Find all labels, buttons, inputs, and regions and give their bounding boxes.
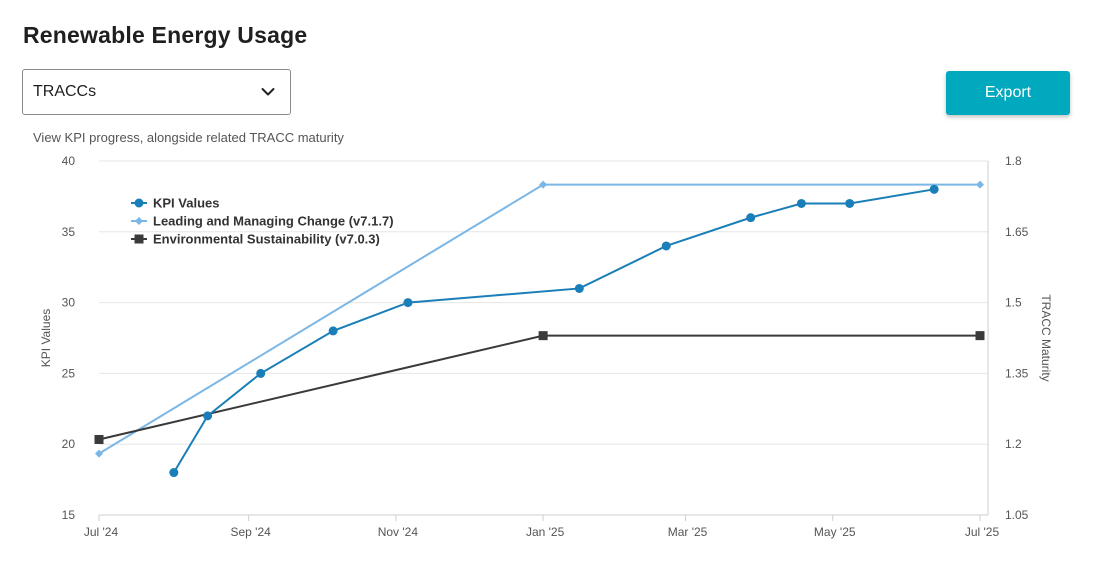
tracc-dropdown[interactable]: TRACCs <box>22 69 291 115</box>
kpi-values-point <box>661 241 671 251</box>
y-tick-label: 15 <box>62 508 76 522</box>
series-kpi-values <box>169 184 939 478</box>
legend-item-kpi-values: KPI Values <box>131 196 219 211</box>
y2-tick-label: 1.35 <box>1005 366 1029 380</box>
y-tick-label: 40 <box>62 154 76 168</box>
page-title: Renewable Energy Usage <box>23 22 308 48</box>
x-tick-label: Jul '25 <box>965 525 1000 539</box>
legend-item-leading-managing-change: Leading and Managing Change (v7.1.7) <box>131 214 394 229</box>
series-leading-managing-change <box>95 180 984 458</box>
y-axis-title: KPI Values <box>39 309 53 367</box>
environmental-sustainability-point <box>975 331 985 341</box>
x-tick-label: Nov '24 <box>378 525 419 539</box>
legend-swatch-marker <box>134 198 144 208</box>
y2-tick-label: 1.65 <box>1005 225 1029 239</box>
x-tick-label: Mar '25 <box>668 525 708 539</box>
kpi-values-point <box>929 184 939 194</box>
environmental-sustainability-line <box>98 334 980 441</box>
y-tick-label: 30 <box>62 296 76 310</box>
legend-label: Environmental Sustainability (v7.0.3) <box>153 232 380 247</box>
legend-item-environmental-sustainability: Environmental Sustainability (v7.0.3) <box>131 232 380 247</box>
y2-tick-label: 1.05 <box>1005 508 1029 522</box>
kpi-values-point <box>845 198 855 208</box>
y-tick-label: 35 <box>62 225 76 239</box>
legend-label: Leading and Managing Change (v7.1.7) <box>153 214 394 229</box>
legend-label: KPI Values <box>153 196 219 211</box>
chevron-down-icon <box>261 88 275 96</box>
kpi-values-point <box>169 468 179 478</box>
x-tick-label: May '25 <box>814 525 856 539</box>
environmental-sustainability-point <box>538 331 548 341</box>
y2-axis-title: TRACC Maturity <box>1039 294 1053 381</box>
dropdown-selected-value: TRACCs <box>33 83 97 100</box>
y-tick-label: 20 <box>62 437 76 451</box>
chart-legend: KPI Values Leading and Managing Change (v… <box>131 196 394 247</box>
leading-managing-change-point <box>976 180 984 189</box>
x-tick-label: Jul '24 <box>84 525 119 539</box>
kpi-values-point <box>203 411 213 421</box>
series-environmental-sustainability <box>94 331 985 444</box>
kpi-values-point <box>796 198 806 208</box>
x-tick-label: Sep '24 <box>230 525 271 539</box>
y-tick-label: 25 <box>62 366 76 380</box>
y2-tick-label: 1.2 <box>1005 437 1022 451</box>
y2-tick-label: 1.8 <box>1005 154 1022 168</box>
leading-managing-change-point <box>95 449 103 458</box>
leading-managing-change-point <box>539 180 548 189</box>
export-button[interactable]: Export <box>946 71 1070 115</box>
legend-swatch-marker <box>135 217 143 225</box>
kpi-values-point <box>328 326 338 336</box>
x-tick-label: Jan '25 <box>526 525 565 539</box>
legend-swatch-marker <box>134 234 144 244</box>
kpi-values-point <box>256 368 266 378</box>
environmental-sustainability-point <box>94 434 104 444</box>
chart-axes: 15 20 25 30 35 40 1.05 1.2 1.35 1.5 1.65 1.8 Jul '24… <box>39 154 1053 539</box>
kpi-values-point <box>746 213 756 223</box>
chart-series <box>94 180 985 478</box>
chart-subtitle: View KPI progress, alongside related TRA… <box>33 130 344 145</box>
kpi-values-point <box>403 298 413 308</box>
y2-tick-label: 1.5 <box>1005 296 1022 310</box>
kpi-values-point <box>574 283 584 293</box>
